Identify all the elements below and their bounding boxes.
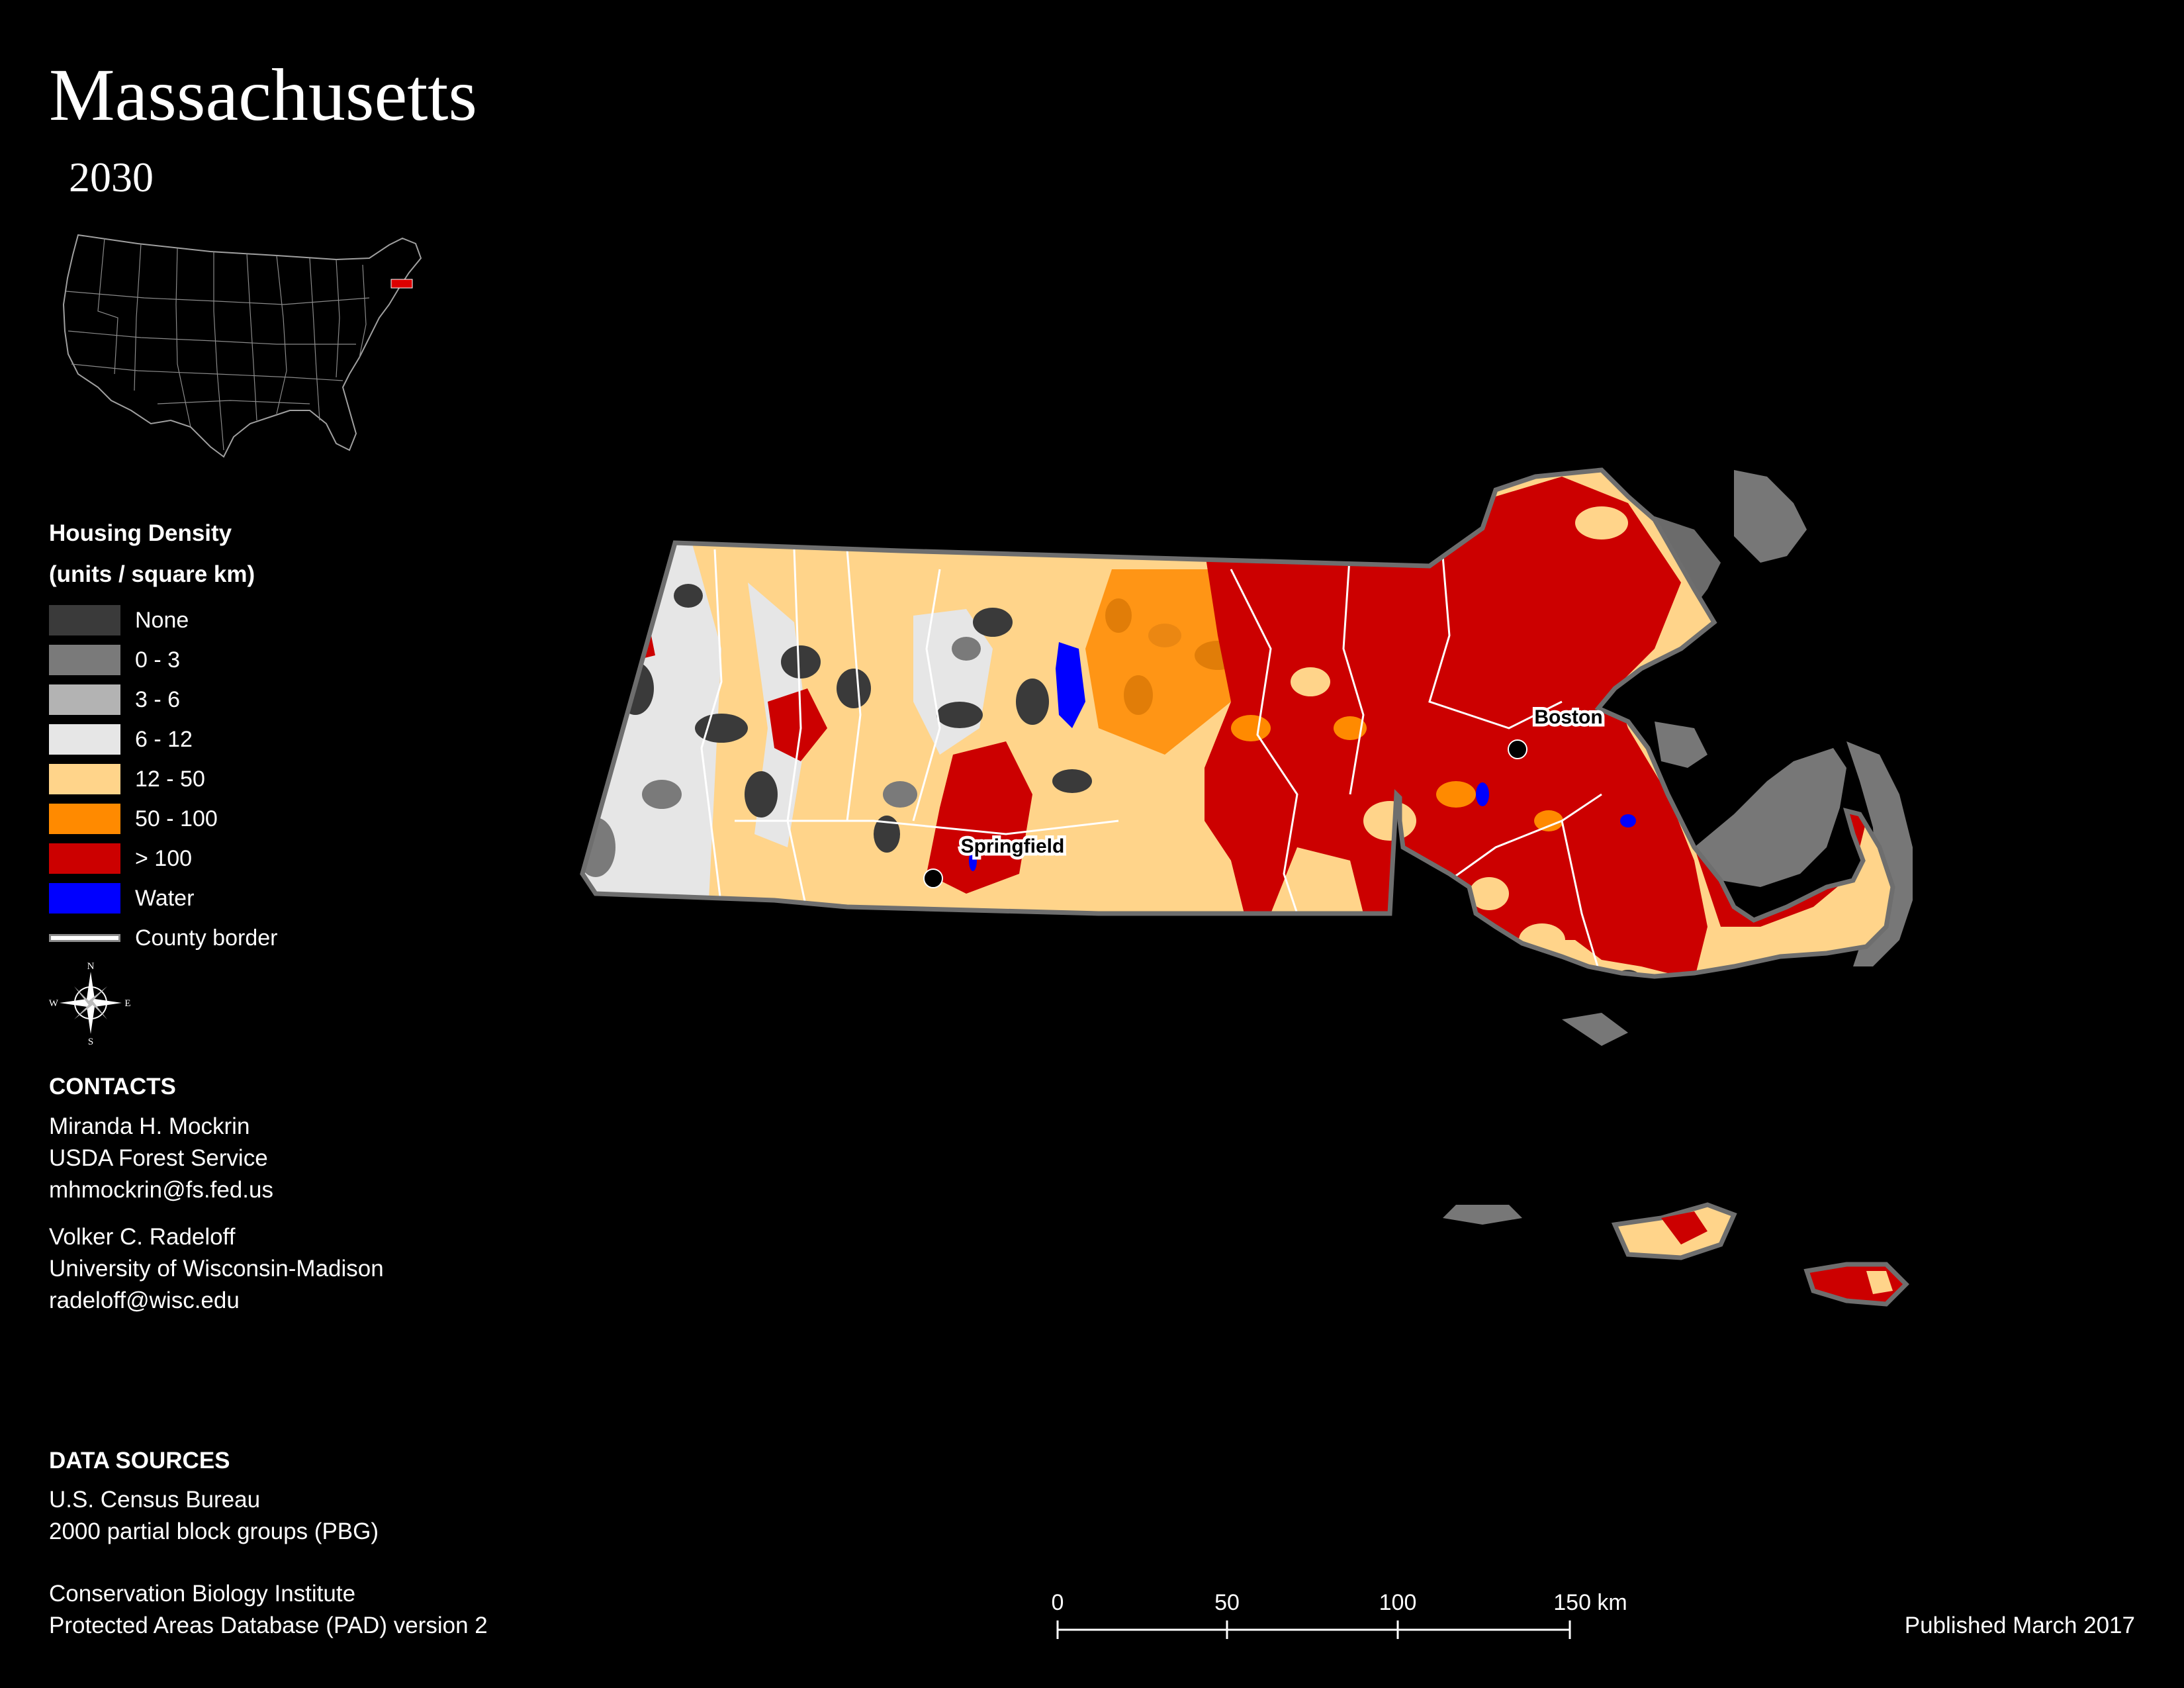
legend-item: Water bbox=[49, 878, 446, 918]
nantucket bbox=[1803, 1262, 1909, 1307]
boston-label: Boston bbox=[1534, 706, 1602, 728]
legend-item: 3 - 6 bbox=[49, 680, 446, 720]
legend-heading: Housing Density bbox=[49, 520, 232, 546]
legend-label: 3 - 6 bbox=[135, 686, 181, 712]
springfield-marker[interactable] bbox=[923, 868, 943, 888]
data-source-line: 2000 partial block groups (PBG) bbox=[49, 1519, 379, 1544]
massachusetts-locator-highlight bbox=[390, 279, 413, 289]
scale-tick-label: 0 bbox=[1052, 1590, 1064, 1615]
legend-label: 6 - 12 bbox=[135, 726, 193, 752]
compass-s: S bbox=[88, 1037, 93, 1046]
legend-label: 50 - 100 bbox=[135, 806, 218, 831]
legend-label: Water bbox=[135, 885, 195, 911]
legend-swatch bbox=[49, 605, 120, 635]
legend-item: > 100 bbox=[49, 839, 446, 878]
contact-block: Miranda H. Mockrin USDA Forest Service m… bbox=[49, 1111, 273, 1206]
contacts-heading: CONTACTS bbox=[49, 1074, 176, 1100]
compass-w: W bbox=[49, 998, 59, 1009]
contact-block: Volker C. Radeloff University of Wiscons… bbox=[49, 1221, 384, 1317]
legend-label: 0 - 3 bbox=[135, 647, 181, 673]
legend-swatch bbox=[49, 724, 120, 755]
legend: Housing Density (units / square km) None… bbox=[49, 513, 446, 958]
compass-e: E bbox=[124, 998, 130, 1009]
legend-units: (units / square km) bbox=[49, 561, 255, 587]
data-source-block: Conservation Biology Institute Protected… bbox=[49, 1578, 488, 1642]
data-sources-heading: DATA SOURCES bbox=[49, 1448, 230, 1474]
contact-name: Volker C. Radeloff bbox=[49, 1224, 236, 1250]
us-outline bbox=[62, 234, 422, 458]
legend-label: None bbox=[135, 607, 189, 633]
massachusetts-map[interactable]: Boston Springfield bbox=[569, 450, 1999, 1364]
scale-bar: 0 50 100 150 km bbox=[1052, 1590, 1627, 1639]
data-source-line: U.S. Census Bureau bbox=[49, 1487, 261, 1513]
county-border-swatch bbox=[49, 934, 120, 942]
contact-org: USDA Forest Service bbox=[49, 1145, 268, 1171]
compass-n: N bbox=[87, 961, 95, 972]
legend-label: > 100 bbox=[135, 845, 193, 871]
legend-item: 0 - 3 bbox=[49, 640, 446, 680]
published-date: Published March 2017 bbox=[1904, 1613, 2135, 1638]
legend-label: 12 - 50 bbox=[135, 766, 205, 792]
legend-item: 12 - 50 bbox=[49, 759, 446, 799]
boston-marker[interactable] bbox=[1508, 739, 1527, 759]
data-source-block: U.S. Census Bureau 2000 partial block gr… bbox=[49, 1484, 379, 1548]
compass-rose-icon: N S E W bbox=[49, 961, 131, 1046]
map-title: Massachusetts bbox=[49, 54, 478, 136]
data-source-line: Conservation Biology Institute bbox=[49, 1581, 356, 1607]
legend-item: None bbox=[49, 600, 446, 640]
scale-tick-label: 50 bbox=[1214, 1590, 1240, 1615]
contact-name: Miranda H. Mockrin bbox=[49, 1113, 250, 1139]
legend-swatch bbox=[49, 843, 120, 874]
data-source-line: Protected Areas Database (PAD) version 2 bbox=[49, 1613, 488, 1638]
map-year: 2030 bbox=[69, 154, 154, 201]
legend-item-county-border: County border bbox=[49, 918, 446, 958]
contact-email[interactable]: radeloff@wisc.edu bbox=[49, 1288, 240, 1313]
scale-tick-label: 150 km bbox=[1553, 1590, 1627, 1615]
county-borders bbox=[700, 549, 1603, 976]
legend-swatch bbox=[49, 804, 120, 834]
legend-swatch bbox=[49, 684, 120, 715]
us-locator-map bbox=[62, 234, 422, 458]
legend-swatch bbox=[49, 883, 120, 914]
contact-email[interactable]: mhmockrin@fs.fed.us bbox=[49, 1177, 273, 1203]
legend-item: 6 - 12 bbox=[49, 720, 446, 759]
state-outline bbox=[580, 467, 1895, 979]
legend-label: County border bbox=[135, 925, 278, 951]
legend-swatch bbox=[49, 645, 120, 675]
contact-org: University of Wisconsin-Madison bbox=[49, 1256, 384, 1282]
legend-swatch bbox=[49, 764, 120, 794]
scale-tick-label: 100 bbox=[1379, 1590, 1417, 1615]
legend-item: 50 - 100 bbox=[49, 799, 446, 839]
springfield-label: Springfield bbox=[961, 835, 1065, 857]
